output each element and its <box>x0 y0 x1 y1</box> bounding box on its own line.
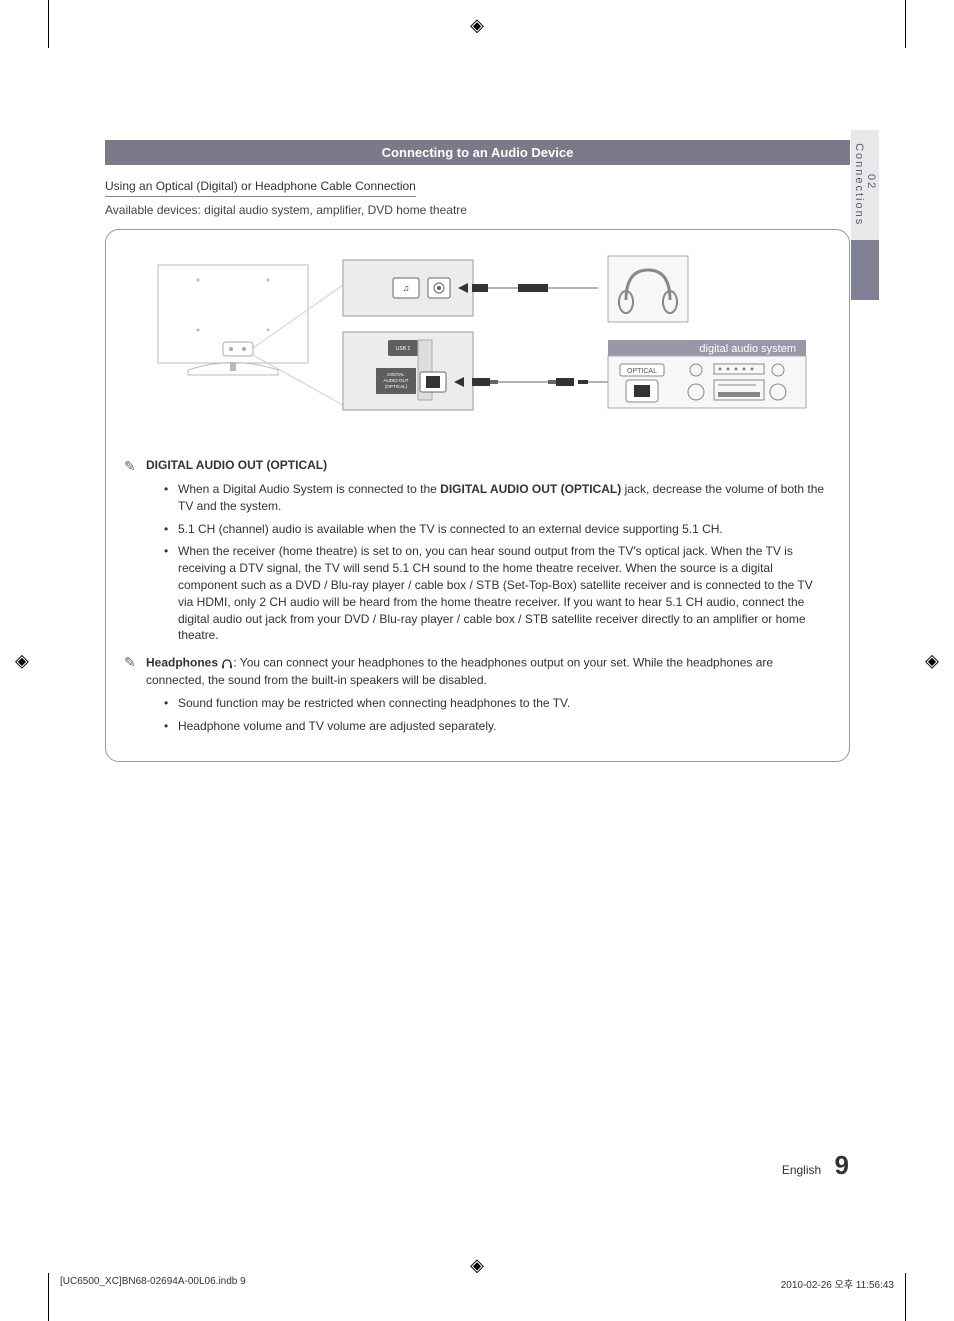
list-item: 5.1 CH (channel) audio is available when… <box>164 521 831 538</box>
crop-mark-icon: ◈ <box>15 650 29 671</box>
crop-line <box>48 1273 49 1321</box>
digital-audio-system-icon: digital audio system OPTICAL <box>608 340 806 408</box>
chapter-tab-label: 02 Connections <box>851 130 879 240</box>
svg-text:(OPTICAL): (OPTICAL) <box>384 384 407 389</box>
section-title-optical: DIGITAL AUDIO OUT (OPTICAL) <box>146 458 327 472</box>
headphone-lead: : You can connect your headphones to the… <box>146 655 773 687</box>
note-icon: ✎ <box>124 458 146 475</box>
page-content: Connecting to an Audio Device Using an O… <box>105 140 850 762</box>
headphone-bullets: Sound function may be restricted when co… <box>124 695 831 735</box>
svg-text:♫: ♫ <box>402 283 409 293</box>
note-optical: ✎ DIGITAL AUDIO OUT (OPTICAL) <box>124 458 831 475</box>
bullet-bold: DIGITAL AUDIO OUT (OPTICAL) <box>440 482 621 496</box>
section-title-headphones: Headphones <box>146 655 218 669</box>
headphone-cable-icon <box>472 284 598 292</box>
crop-mark-icon: ◈ <box>470 15 484 36</box>
sub-header: Using an Optical (Digital) or Headphone … <box>105 179 416 197</box>
optical-port-panel: USB 2 DIGITAL AUDIO OUT (OPTICAL) <box>343 332 473 410</box>
list-item: Sound function may be restricted when co… <box>164 695 831 712</box>
headphone-note-text: Headphones : You can connect your headph… <box>146 654 831 689</box>
diagram-and-notes: ♫ USB 2 DIGITAL AUDIO OUT (OPTICAL) <box>105 229 850 762</box>
chapter-tab: 02 Connections <box>851 130 879 260</box>
chapter-title: Connections <box>853 143 865 226</box>
list-item: When the receiver (home theatre) is set … <box>164 543 831 644</box>
svg-text:AUDIO OUT: AUDIO OUT <box>383 378 408 383</box>
crop-mark-icon: ◈ <box>925 650 939 671</box>
available-devices: Available devices: digital audio system,… <box>105 203 850 217</box>
svg-text:USB 2: USB 2 <box>395 346 410 352</box>
crop-line <box>48 0 49 48</box>
print-file: [UC6500_XC]BN68-02694A-00L06.indb 9 <box>60 1276 246 1291</box>
crop-line <box>905 0 906 48</box>
crop-mark-icon: ◈ <box>470 1255 484 1276</box>
headphone-port-panel: ♫ <box>343 260 473 316</box>
print-timestamp: 2010-02-26 오후 11:56:43 <box>781 1276 894 1291</box>
tv-rear-icon <box>158 265 343 405</box>
list-item: When a Digital Audio System is connected… <box>164 481 831 515</box>
headphone-icon <box>221 655 233 670</box>
note-icon: ✎ <box>124 654 146 671</box>
svg-text:OPTICAL: OPTICAL <box>627 368 657 375</box>
note-headphones: ✎ Headphones : You can connect your head… <box>124 654 831 689</box>
page-title: Connecting to an Audio Device <box>105 140 850 165</box>
print-job-info: [UC6500_XC]BN68-02694A-00L06.indb 9 2010… <box>60 1276 894 1291</box>
list-item: Headphone volume and TV volume are adjus… <box>164 718 831 735</box>
svg-text:DIGITAL: DIGITAL <box>387 372 405 377</box>
chapter-number: 02 <box>865 174 877 190</box>
crop-line <box>905 1273 906 1321</box>
page-footer: English 9 <box>782 1150 849 1181</box>
bullet-text: When a Digital Audio System is connected… <box>178 482 440 496</box>
optical-bullets: When a Digital Audio System is connected… <box>124 481 831 644</box>
connection-diagram: ♫ USB 2 DIGITAL AUDIO OUT (OPTICAL) <box>138 250 818 440</box>
optical-cable-icon <box>472 378 618 386</box>
chapter-tab-accent <box>851 240 879 300</box>
page-number: 9 <box>835 1150 849 1180</box>
svg-text:digital audio system: digital audio system <box>699 343 796 355</box>
footer-language: English <box>782 1163 821 1177</box>
headphones-icon <box>608 256 688 322</box>
